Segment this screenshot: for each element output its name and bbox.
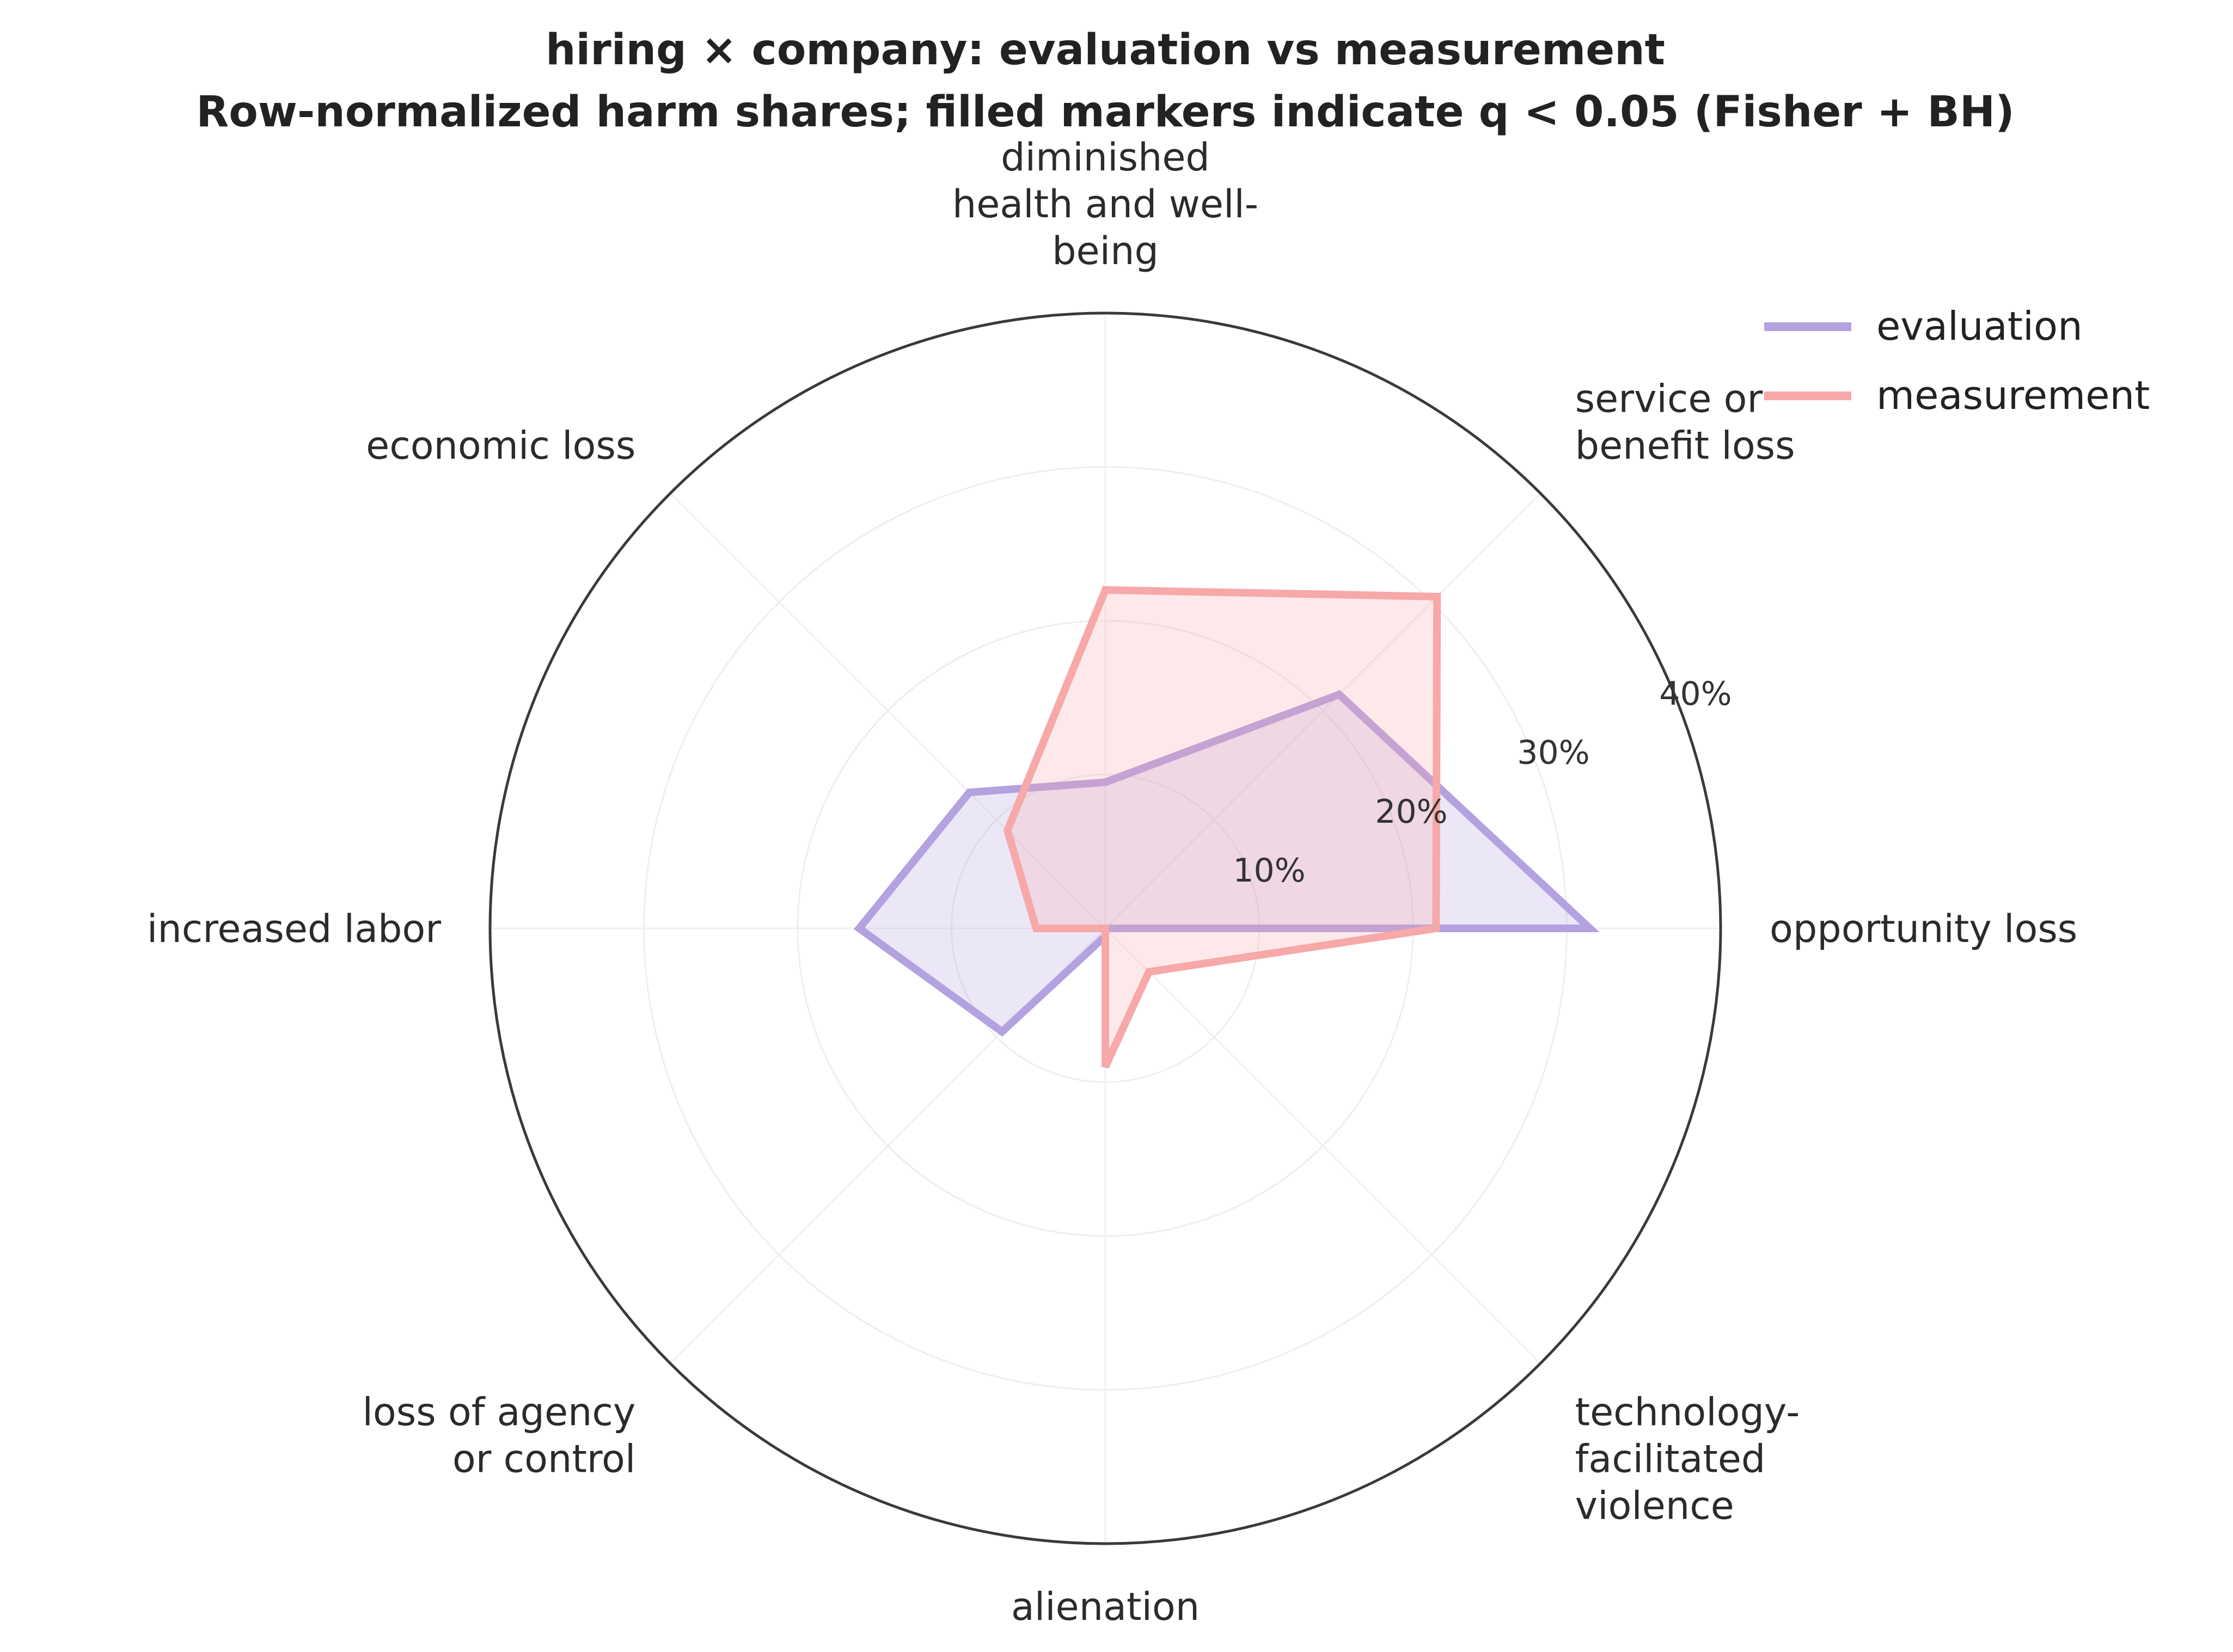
- series-area-measurement: [1007, 590, 1437, 1067]
- category-label-3-line-3: being: [1052, 229, 1159, 273]
- legend: evaluation measurement: [1764, 303, 2150, 418]
- category-label-4-line-1: economic loss: [366, 423, 635, 468]
- category-label-2: service or benefit loss: [1575, 376, 1795, 468]
- series-group: [853, 586, 1600, 1069]
- radial-tick-label-2: 20%: [1375, 793, 1447, 831]
- category-label-6-line-2: or control: [452, 1437, 636, 1482]
- category-label-6-line-1: loss of agency: [362, 1390, 635, 1435]
- category-label-2-line-2: benefit loss: [1575, 423, 1795, 468]
- radial-tick-labels: 10% 20% 30% 40%: [1233, 675, 1732, 890]
- category-label-3-line-1: diminished: [1001, 135, 1210, 180]
- series-area-evaluation: [859, 694, 1590, 1032]
- category-labels: opportunity loss service or benefit loss di…: [147, 135, 2077, 1629]
- category-label-8-line-3: violence: [1575, 1484, 1734, 1528]
- category-label-1: opportunity loss: [1770, 907, 2077, 951]
- radial-tick-label-4: 40%: [1659, 675, 1732, 713]
- category-label-5: increased labor: [147, 907, 441, 951]
- category-label-8-line-1: technology-: [1575, 1390, 1800, 1435]
- outer-frame-circle: [488, 311, 1722, 1545]
- category-label-7: alienation: [1011, 1584, 1200, 1629]
- category-label-3: diminished health and well-being: [952, 135, 1258, 273]
- legend-label-evaluation: evaluation: [1876, 303, 2083, 349]
- chart-title-line1: hiring × company: evaluation vs measurem…: [546, 26, 1665, 75]
- chart-title-line2: Row-normalized harm shares; filled marke…: [196, 88, 2015, 137]
- grid-spoke-2: [1104, 492, 1541, 929]
- category-label-5-line-1: increased labor: [147, 907, 441, 951]
- category-label-8-line-2: facilitated: [1575, 1437, 1766, 1482]
- category-label-2-line-1: service or: [1575, 376, 1763, 421]
- legend-label-measurement: measurement: [1876, 372, 2150, 418]
- grid-spoke-4: [669, 492, 1106, 929]
- grid-spoke-8: [1104, 927, 1541, 1365]
- radial-tick-label-3: 30%: [1517, 734, 1589, 772]
- category-label-8: technology-facilitated violence: [1575, 1390, 1800, 1528]
- category-label-6: loss of agency or control: [362, 1390, 635, 1482]
- category-label-1-line-1: opportunity loss: [1770, 907, 2077, 951]
- category-label-4: economic loss: [366, 423, 635, 468]
- category-label-3-line-2: health and well-: [952, 182, 1258, 227]
- category-label-7-line-1: alienation: [1011, 1584, 1200, 1629]
- radial-tick-label-1: 10%: [1233, 852, 1305, 890]
- series-line-measurement: [1003, 586, 1441, 1069]
